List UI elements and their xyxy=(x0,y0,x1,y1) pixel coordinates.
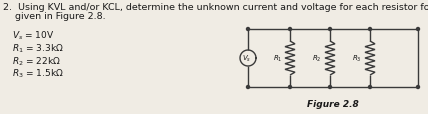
Text: $V_s$ = 10V: $V_s$ = 10V xyxy=(12,30,54,42)
Text: $R_3$: $R_3$ xyxy=(352,53,362,63)
Circle shape xyxy=(416,28,419,31)
Text: 2.  Using KVL and/or KCL, determine the unknown current and voltage for each res: 2. Using KVL and/or KCL, determine the u… xyxy=(3,3,428,12)
Circle shape xyxy=(288,28,291,31)
Circle shape xyxy=(369,86,372,89)
Circle shape xyxy=(329,28,332,31)
Text: given in Figure 2.8.: given in Figure 2.8. xyxy=(3,12,106,21)
Text: $R_1$ = 3.3kΩ: $R_1$ = 3.3kΩ xyxy=(12,42,64,54)
Text: $V_s$: $V_s$ xyxy=(242,53,252,63)
Circle shape xyxy=(369,28,372,31)
Text: $R_3$ = 1.5kΩ: $R_3$ = 1.5kΩ xyxy=(12,67,64,79)
Circle shape xyxy=(247,86,250,89)
Text: Figure 2.8: Figure 2.8 xyxy=(307,99,359,108)
Text: $R_1$: $R_1$ xyxy=(273,53,282,63)
Circle shape xyxy=(288,86,291,89)
Circle shape xyxy=(329,86,332,89)
Text: $R_2$ = 22kΩ: $R_2$ = 22kΩ xyxy=(12,54,61,67)
Circle shape xyxy=(416,86,419,89)
Circle shape xyxy=(247,28,250,31)
Text: $R_2$: $R_2$ xyxy=(312,53,322,63)
